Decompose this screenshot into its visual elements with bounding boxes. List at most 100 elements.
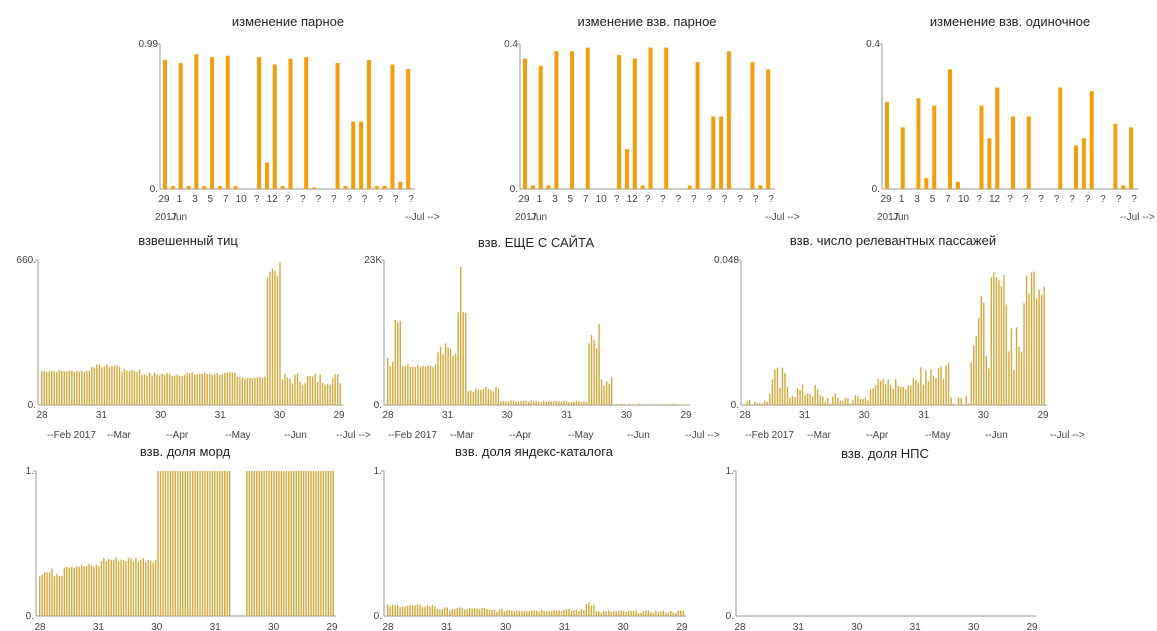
x-tick-label: 30: [621, 410, 633, 421]
chart-title: взв. доля яндекс-каталога: [455, 444, 614, 459]
bar: [401, 606, 404, 616]
bar: [656, 404, 658, 405]
bar: [750, 62, 755, 189]
bar: [133, 370, 136, 405]
bar: [202, 186, 207, 189]
bar: [948, 69, 952, 190]
bar: [426, 605, 429, 616]
bar: [497, 388, 500, 405]
bar: [41, 574, 43, 616]
bar: [397, 322, 399, 405]
bar: [48, 371, 50, 405]
bar: [311, 376, 314, 405]
bar: [867, 400, 869, 405]
x-tick-label: 12: [989, 194, 1001, 205]
bar: [516, 610, 518, 616]
bar: [979, 105, 984, 190]
x-tick-label: 1: [537, 194, 543, 205]
x-tick-label: ?: [1131, 194, 1137, 205]
bar: [142, 557, 144, 616]
bar: [157, 471, 159, 616]
bar: [664, 47, 669, 190]
bar: [675, 612, 677, 616]
x-date-label: --Mar: [450, 430, 475, 441]
bar: [655, 610, 657, 616]
x-tick-label: ?: [254, 194, 260, 205]
bar: [746, 400, 748, 405]
bar: [546, 185, 551, 189]
bar: [1018, 346, 1020, 405]
bar: [304, 57, 309, 190]
bar: [632, 611, 635, 616]
chart-4: взвешенный тиц 660. 0.28 31 30 31 30 29 --Feb 20…: [17, 233, 371, 441]
bar: [568, 608, 570, 616]
chart-2: изменение взв. парное 0.4 0.29 1 3 5 7 10? 12???…: [504, 14, 800, 223]
bar: [568, 402, 570, 405]
bar: [905, 389, 907, 405]
chart-6: взв. число релевантных пассажей 0.048 0.28…: [714, 233, 1085, 441]
bar: [304, 383, 306, 405]
bar: [553, 401, 555, 405]
chart-title: взв. ЕЩЕ С САЙТА: [478, 235, 595, 250]
bar: [673, 403, 676, 405]
bar: [1003, 274, 1005, 405]
x-tick-label: ?: [408, 194, 414, 205]
bar: [100, 560, 103, 616]
bar: [93, 367, 96, 405]
x-tick-label: ?: [707, 194, 713, 205]
bar: [170, 186, 175, 189]
bar: [68, 567, 70, 616]
bar: [548, 401, 550, 405]
bar: [970, 362, 972, 405]
x-tick-label: ?: [1100, 194, 1106, 205]
bar: [411, 605, 414, 616]
x-tick-label: ?: [660, 194, 666, 205]
bar: [766, 402, 769, 405]
y-tick-label: 0.: [26, 611, 34, 622]
bar: [827, 397, 829, 405]
bar: [622, 611, 625, 616]
bar: [538, 65, 543, 189]
chart-9: взв. доля НПС 1. 0.28 31 30 31 30 29: [726, 446, 1038, 631]
bar: [897, 385, 899, 405]
bar: [138, 369, 141, 405]
bar: [169, 471, 172, 616]
chart-title: взвешенный тиц: [138, 233, 238, 248]
bar: [617, 610, 620, 616]
bar: [628, 403, 630, 405]
bar: [608, 383, 610, 405]
x-tick-label: ?: [1085, 194, 1091, 205]
bar: [932, 105, 937, 190]
bar: [307, 471, 310, 616]
bar: [437, 352, 439, 405]
bar: [98, 364, 101, 405]
bar: [922, 384, 925, 405]
bar: [608, 610, 610, 616]
bar: [117, 561, 120, 616]
bar: [231, 372, 234, 405]
bar: [221, 471, 223, 616]
bar: [950, 397, 952, 405]
bar: [940, 366, 942, 405]
bar: [471, 608, 473, 616]
bar: [985, 356, 987, 405]
bar: [570, 610, 573, 616]
bar: [289, 379, 291, 405]
bar: [879, 380, 882, 405]
bar: [756, 403, 758, 405]
bar: [51, 568, 53, 616]
bar: [600, 612, 602, 616]
bar: [167, 471, 169, 616]
bar: [585, 402, 588, 405]
bar: [670, 610, 672, 616]
bar: [63, 371, 65, 405]
bar: [965, 395, 967, 405]
bar: [116, 365, 118, 405]
bar: [280, 471, 283, 616]
bar: [816, 389, 819, 405]
bar: [1081, 138, 1086, 189]
bar: [263, 471, 265, 616]
bar: [466, 609, 468, 616]
bar: [409, 605, 411, 616]
